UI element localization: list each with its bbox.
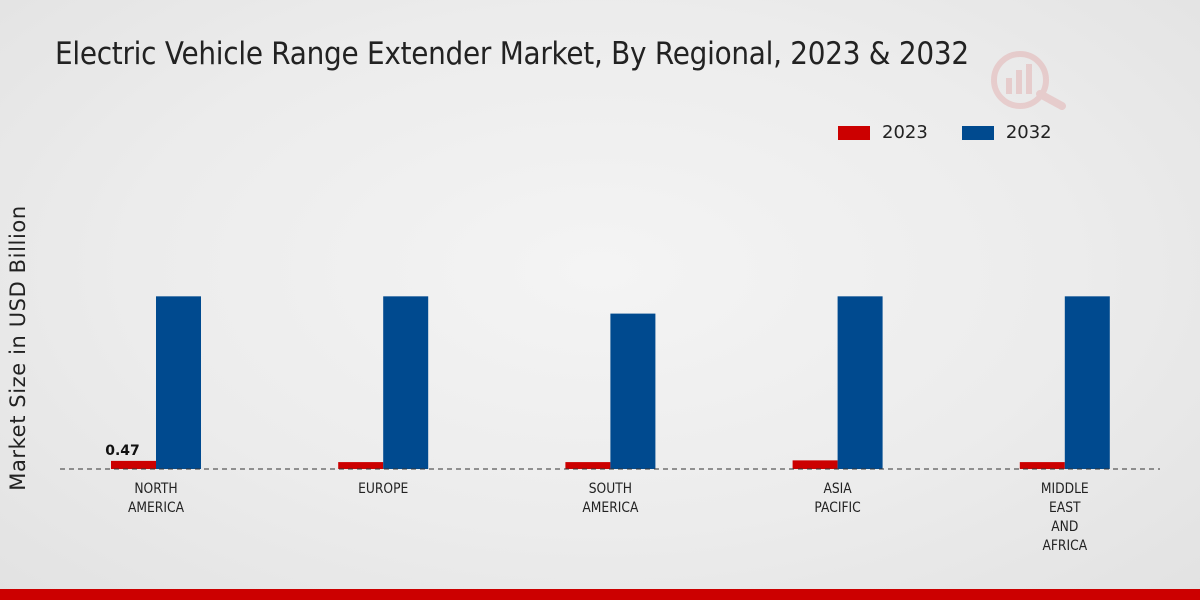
data-label-2023-0: 0.47 [105,443,140,459]
x-tick-label-0-0: NORTH [134,481,177,497]
legend-label-2032: 2032 [1005,122,1052,143]
x-tick-label-3-1: PACIFIC [814,500,860,516]
watermark-logo-icon [991,51,1066,110]
bar-2032-2 [610,313,656,469]
bar-2032-3 [837,296,883,469]
chart-title: Electric Vehicle Range Extender Market, … [55,36,969,72]
x-tick-label-4-0: MIDDLE [1041,481,1089,497]
legend: 2023 2032 [838,122,1086,143]
bar-2023-0 [111,460,156,469]
x-tick-label-1-0: EUROPE [358,481,408,497]
bar-2032-1 [383,296,429,469]
x-tick-label-3-0: ASIA [823,481,851,497]
bar-2023-1 [338,462,384,469]
bar-2023-2 [565,462,611,469]
bar-2023-3 [792,460,838,469]
legend-item-2032[interactable]: 2032 [961,122,1052,143]
legend-item-2023[interactable]: 2023 [838,122,928,143]
legend-swatch-2023 [838,125,870,140]
x-tick-label-0-1: AMERICA [128,500,184,516]
legend-label-2023: 2023 [882,122,928,143]
x-tick-label-2-1: AMERICA [582,500,638,516]
x-tick-label-2-0: SOUTH [589,481,632,497]
bar-2032-4 [1064,296,1110,469]
bottom-accent-bar [0,589,1200,600]
x-tick-label-4-3: AFRICA [1042,538,1087,554]
legend-swatch-2032 [961,125,994,140]
bar-2023-4 [1019,462,1065,469]
bar-2032-0 [156,296,201,469]
x-tick-label-4-2: AND [1051,519,1078,535]
x-tick-label-4-1: EAST [1049,500,1081,516]
